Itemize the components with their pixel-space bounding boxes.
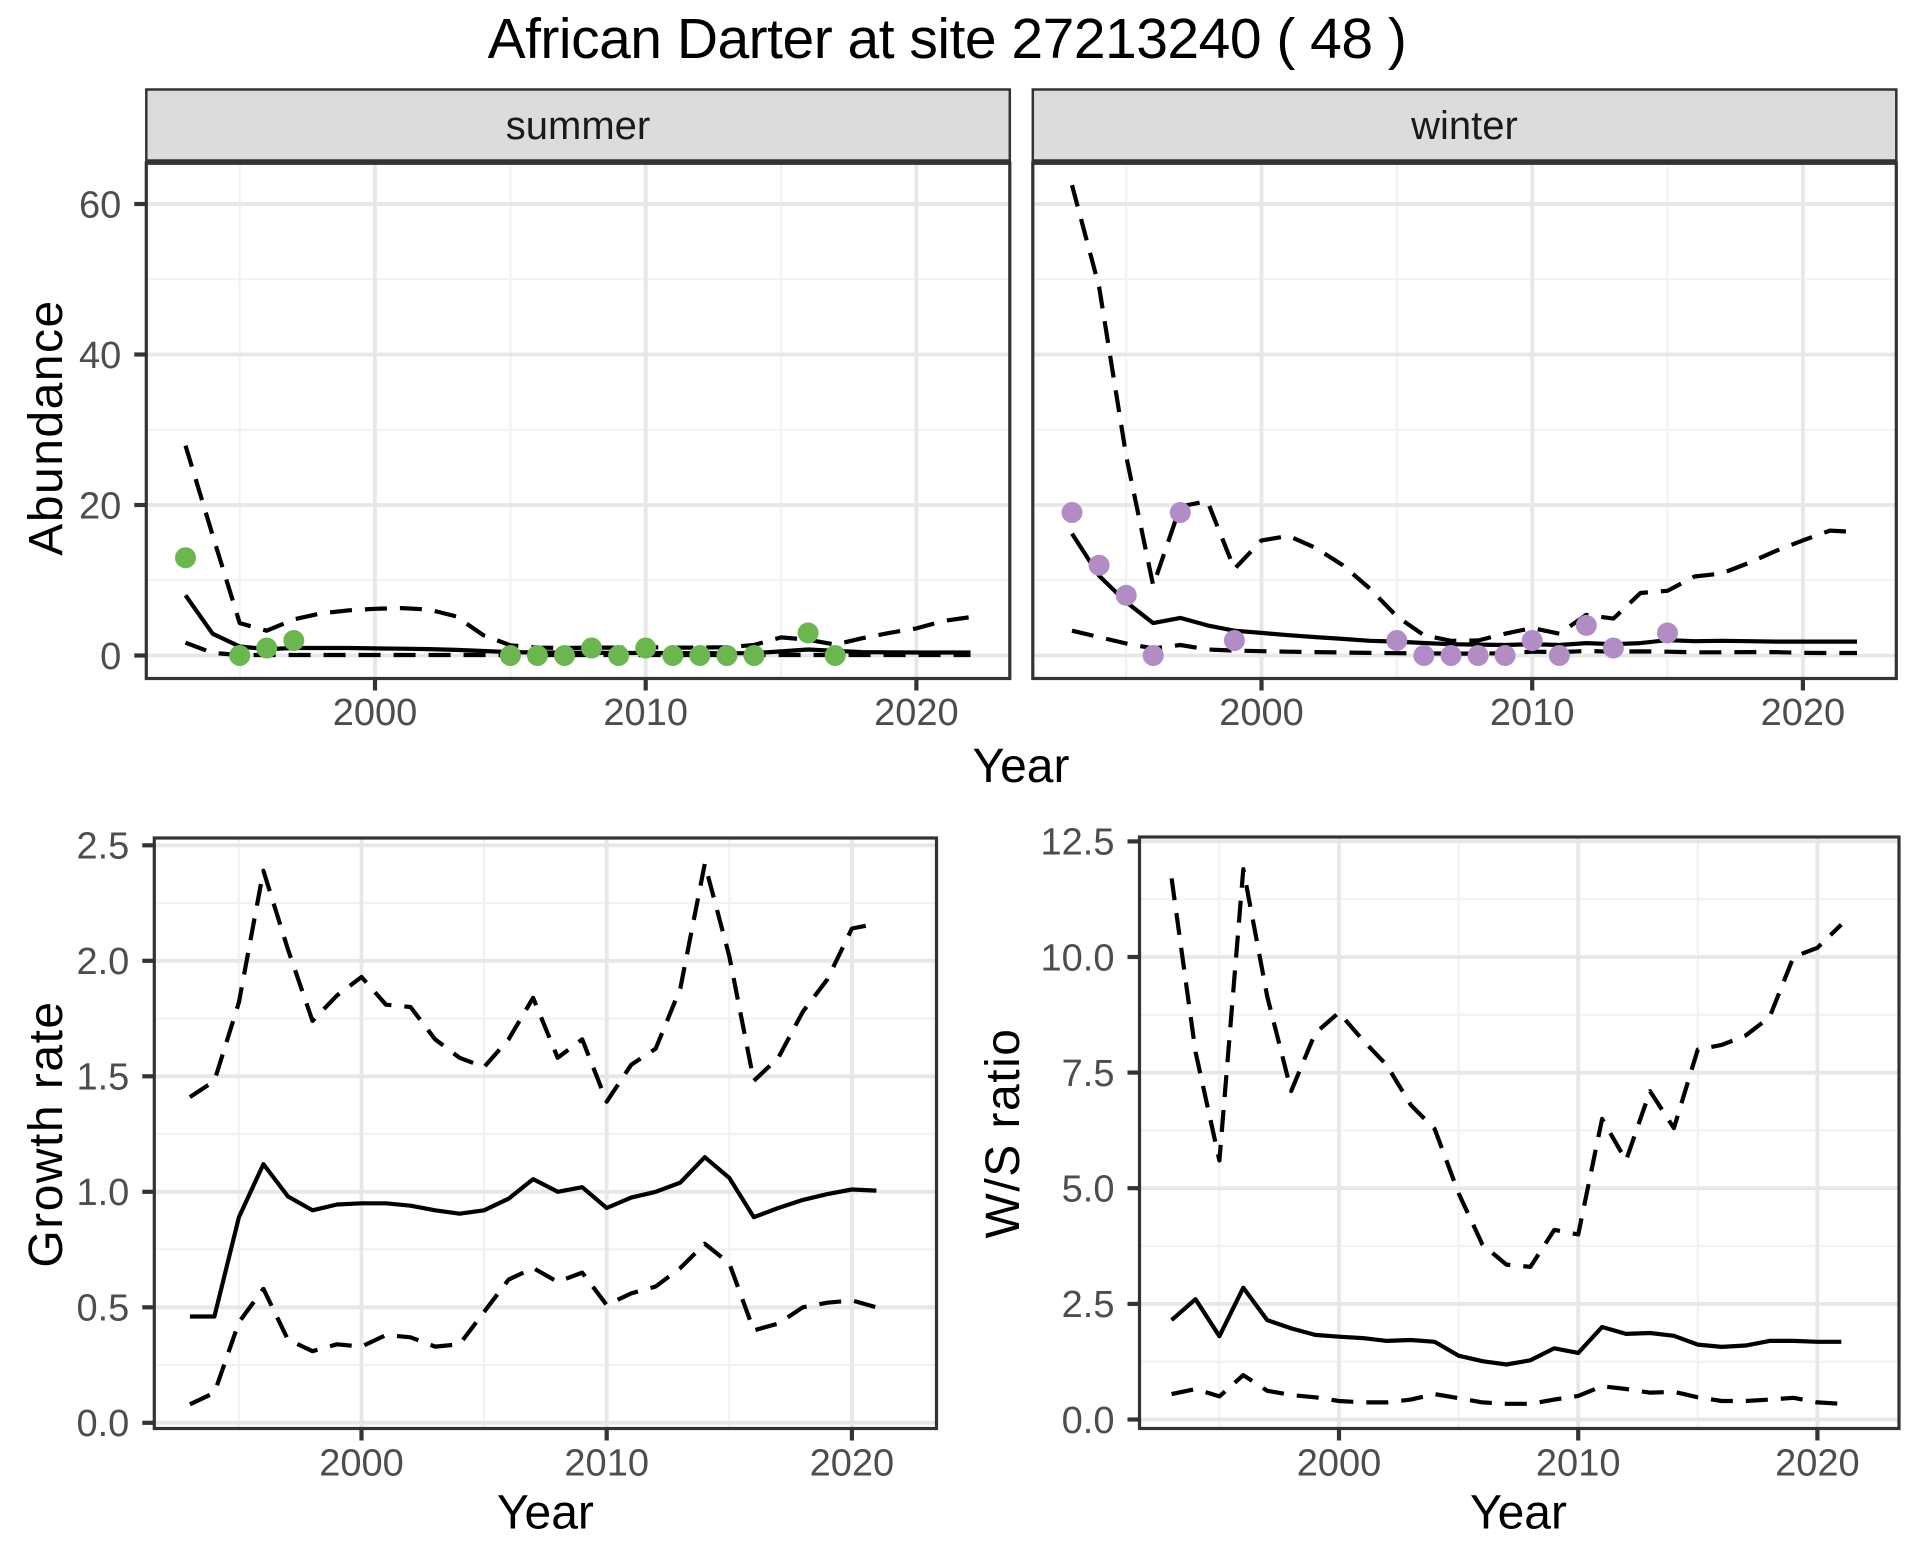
svg-text:2.5: 2.5: [1062, 1284, 1115, 1326]
svg-text:0.0: 0.0: [76, 1403, 129, 1445]
svg-text:Year: Year: [497, 1487, 594, 1540]
svg-text:2010: 2010: [603, 692, 688, 734]
svg-text:2020: 2020: [1775, 1442, 1860, 1484]
svg-text:2010: 2010: [564, 1442, 649, 1484]
svg-text:Growth rate: Growth rate: [20, 1000, 73, 1267]
svg-text:5.0: 5.0: [1062, 1169, 1115, 1211]
svg-text:20: 20: [79, 485, 121, 527]
svg-text:2020: 2020: [1761, 692, 1846, 734]
svg-text:2000: 2000: [1219, 692, 1304, 734]
svg-text:0.0: 0.0: [1062, 1400, 1115, 1442]
svg-text:10.0: 10.0: [1041, 937, 1115, 979]
svg-text:40: 40: [79, 335, 121, 377]
svg-text:2010: 2010: [1536, 1442, 1621, 1484]
svg-text:W/S ratio: W/S ratio: [977, 1028, 1030, 1239]
svg-text:0.5: 0.5: [76, 1288, 129, 1330]
svg-text:2000: 2000: [1297, 1442, 1382, 1484]
svg-text:summer: summer: [506, 104, 650, 148]
svg-text:Year: Year: [1470, 1487, 1567, 1540]
svg-text:60: 60: [79, 184, 121, 226]
svg-text:7.5: 7.5: [1062, 1053, 1115, 1095]
svg-text:2000: 2000: [333, 692, 418, 734]
svg-text:2000: 2000: [319, 1442, 404, 1484]
svg-text:winter: winter: [1410, 104, 1518, 148]
svg-text:1.0: 1.0: [76, 1172, 129, 1214]
svg-text:2020: 2020: [810, 1442, 895, 1484]
svg-text:2.0: 2.0: [76, 941, 129, 983]
svg-text:0: 0: [100, 636, 121, 678]
svg-text:African Darter at site 2721324: African Darter at site 27213240 ( 48 ): [488, 7, 1407, 71]
svg-text:12.5: 12.5: [1041, 822, 1115, 864]
svg-text:2020: 2020: [874, 692, 959, 734]
svg-text:Abundance: Abundance: [20, 299, 73, 555]
svg-text:2010: 2010: [1490, 692, 1575, 734]
svg-text:Year: Year: [973, 740, 1070, 793]
svg-text:2.5: 2.5: [76, 826, 129, 868]
svg-text:1.5: 1.5: [76, 1057, 129, 1099]
